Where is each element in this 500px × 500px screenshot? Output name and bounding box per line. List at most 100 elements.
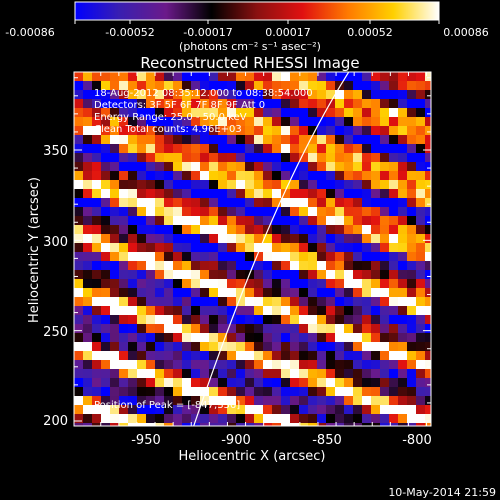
image-pixel xyxy=(353,306,363,316)
image-pixel xyxy=(218,396,228,406)
image-pixel xyxy=(362,90,372,100)
image-pixel xyxy=(362,180,372,190)
image-pixel xyxy=(164,333,174,343)
image-pixel xyxy=(254,360,264,370)
image-pixel xyxy=(344,315,354,325)
image-pixel xyxy=(110,261,120,271)
image-pixel xyxy=(182,99,192,109)
image-pixel xyxy=(362,360,372,370)
image-pixel xyxy=(272,297,282,307)
image-pixel xyxy=(182,207,192,217)
image-pixel xyxy=(218,243,228,253)
image-pixel xyxy=(83,405,93,415)
image-pixel xyxy=(362,162,372,172)
image-pixel xyxy=(371,234,381,244)
image-pixel xyxy=(380,261,390,271)
image-pixel xyxy=(308,126,318,136)
image-pixel xyxy=(254,234,264,244)
image-pixel xyxy=(110,180,120,190)
image-pixel xyxy=(353,333,363,343)
image-pixel xyxy=(155,243,165,253)
colorbar-ticks xyxy=(74,20,440,24)
image-pixel xyxy=(416,387,426,397)
image-pixel xyxy=(146,162,156,172)
image-pixel xyxy=(353,144,363,154)
image-pixel xyxy=(83,225,93,235)
image-pixel xyxy=(353,225,363,235)
image-pixel xyxy=(281,342,291,352)
image-pixel xyxy=(326,216,336,226)
image-pixel xyxy=(119,99,129,109)
image-pixel xyxy=(317,108,327,118)
annotation-time-range: 18-Aug-2012 08:35:12.000 to 08:38:54.000 xyxy=(94,88,313,99)
image-pixel xyxy=(83,297,93,307)
image-pixel xyxy=(173,81,183,91)
image-pixel xyxy=(344,324,354,334)
image-pixel xyxy=(425,306,431,316)
image-pixel xyxy=(227,324,237,334)
image-pixel xyxy=(128,333,138,343)
image-pixel xyxy=(299,144,309,154)
image-pixel xyxy=(344,81,354,91)
image-pixel xyxy=(236,162,246,172)
image-pixel xyxy=(299,423,309,426)
image-pixel xyxy=(200,396,210,406)
image-pixel xyxy=(281,351,291,361)
image-pixel xyxy=(236,72,246,82)
image-pixel xyxy=(155,180,165,190)
image-pixel xyxy=(380,243,390,253)
image-pixel xyxy=(227,342,237,352)
image-pixel xyxy=(398,405,408,415)
image-pixel xyxy=(128,99,138,109)
image-pixel xyxy=(101,171,111,181)
image-pixel xyxy=(416,414,426,424)
image-pixel xyxy=(101,369,111,379)
image-pixel xyxy=(146,216,156,226)
image-pixel xyxy=(137,351,147,361)
image-pixel xyxy=(254,270,264,280)
image-pixel xyxy=(371,405,381,415)
image-pixel xyxy=(74,405,84,415)
image-pixel xyxy=(92,126,102,136)
image-pixel xyxy=(389,387,399,397)
image-pixel xyxy=(128,135,138,145)
image-pixel xyxy=(263,198,273,208)
image-pixel xyxy=(128,396,138,406)
image-pixel xyxy=(344,342,354,352)
image-pixel xyxy=(182,153,192,163)
image-pixel xyxy=(308,225,318,235)
image-pixel xyxy=(119,117,129,127)
colorbar-tick-label: 0.00086 xyxy=(443,26,489,39)
image-pixel xyxy=(173,108,183,118)
y-tick-label: 250 xyxy=(43,325,68,340)
image-pixel xyxy=(290,72,300,82)
image-pixel xyxy=(218,252,228,262)
image-pixel xyxy=(191,378,201,388)
image-pixel xyxy=(164,369,174,379)
image-pixel xyxy=(227,81,237,91)
image-pixel xyxy=(353,414,363,424)
image-pixel xyxy=(335,360,345,370)
image-pixel xyxy=(272,261,282,271)
image-pixel xyxy=(236,315,246,325)
image-pixel xyxy=(110,342,120,352)
image-pixel xyxy=(209,315,219,325)
image-pixel xyxy=(137,387,147,397)
image-pixel xyxy=(281,315,291,325)
image-pixel xyxy=(353,171,363,181)
image-pixel xyxy=(92,144,102,154)
image-pixel xyxy=(173,117,183,127)
image-pixel xyxy=(425,252,431,262)
image-pixel xyxy=(101,117,111,127)
image-pixel xyxy=(173,198,183,208)
y-axis-ticks xyxy=(74,77,431,422)
image-pixel xyxy=(326,144,336,154)
image-pixel xyxy=(146,324,156,334)
image-pixel xyxy=(209,396,219,406)
image-pixel xyxy=(182,108,192,118)
image-pixel xyxy=(362,144,372,154)
image-pixel xyxy=(263,243,273,253)
image-pixel xyxy=(344,144,354,154)
image-pixel xyxy=(74,198,84,208)
image-pixel xyxy=(254,225,264,235)
